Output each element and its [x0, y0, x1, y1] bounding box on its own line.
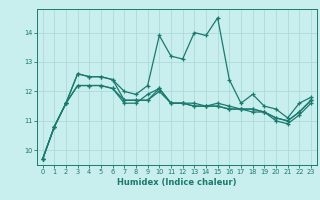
X-axis label: Humidex (Indice chaleur): Humidex (Indice chaleur) — [117, 178, 236, 187]
